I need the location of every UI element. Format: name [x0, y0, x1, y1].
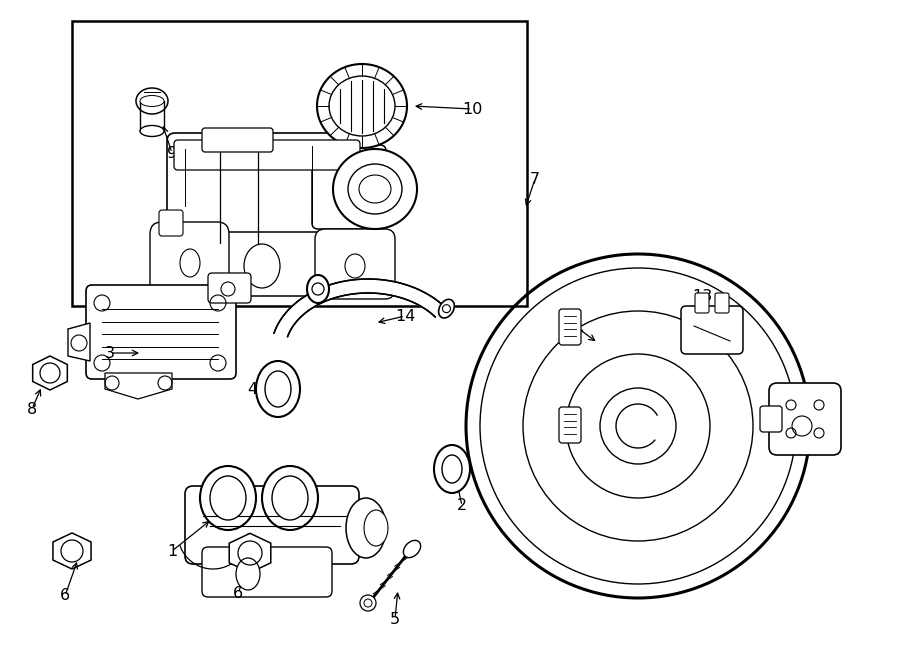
Ellipse shape [346, 498, 386, 558]
FancyBboxPatch shape [202, 128, 273, 152]
FancyBboxPatch shape [185, 486, 359, 564]
Ellipse shape [200, 466, 256, 530]
Ellipse shape [434, 445, 470, 493]
Text: 6: 6 [233, 586, 243, 600]
FancyBboxPatch shape [781, 403, 819, 449]
Ellipse shape [180, 249, 200, 277]
Ellipse shape [262, 466, 318, 530]
Polygon shape [32, 356, 68, 390]
Ellipse shape [140, 126, 164, 137]
FancyBboxPatch shape [760, 406, 782, 432]
FancyBboxPatch shape [559, 407, 581, 443]
Ellipse shape [345, 254, 365, 278]
FancyBboxPatch shape [315, 229, 395, 299]
FancyBboxPatch shape [150, 222, 229, 301]
Text: 12: 12 [805, 401, 825, 416]
FancyBboxPatch shape [715, 293, 729, 313]
Text: 14: 14 [395, 309, 415, 323]
Ellipse shape [265, 371, 291, 407]
Ellipse shape [140, 95, 164, 106]
FancyBboxPatch shape [312, 145, 386, 229]
FancyBboxPatch shape [208, 273, 251, 303]
Circle shape [360, 595, 376, 611]
Polygon shape [53, 533, 91, 569]
Text: 4: 4 [247, 381, 257, 397]
Text: 11: 11 [565, 319, 585, 334]
FancyBboxPatch shape [174, 140, 360, 170]
FancyBboxPatch shape [681, 306, 743, 354]
Ellipse shape [329, 76, 395, 136]
Ellipse shape [256, 361, 300, 417]
Text: 2: 2 [457, 498, 467, 514]
Ellipse shape [333, 149, 417, 229]
Text: 5: 5 [390, 611, 400, 627]
Ellipse shape [438, 299, 454, 318]
FancyBboxPatch shape [86, 285, 236, 379]
Polygon shape [230, 533, 271, 572]
Polygon shape [68, 323, 90, 361]
Ellipse shape [272, 476, 308, 520]
Text: 1: 1 [166, 543, 177, 559]
Text: 7: 7 [530, 171, 540, 186]
FancyBboxPatch shape [695, 293, 709, 313]
Bar [72, 21, 527, 306]
Ellipse shape [244, 244, 280, 288]
FancyBboxPatch shape [769, 383, 841, 455]
Text: 10: 10 [462, 102, 482, 116]
Ellipse shape [136, 88, 168, 114]
FancyBboxPatch shape [559, 309, 581, 345]
Polygon shape [274, 279, 446, 336]
Ellipse shape [442, 455, 462, 483]
Text: 3: 3 [105, 346, 115, 360]
Text: 8: 8 [27, 401, 37, 416]
FancyBboxPatch shape [167, 133, 368, 254]
Ellipse shape [236, 558, 260, 590]
FancyBboxPatch shape [159, 210, 183, 236]
FancyBboxPatch shape [175, 232, 344, 296]
Circle shape [480, 268, 796, 584]
Ellipse shape [403, 541, 420, 558]
Ellipse shape [359, 175, 391, 203]
FancyBboxPatch shape [202, 547, 332, 597]
Text: 9: 9 [166, 145, 177, 161]
Ellipse shape [317, 64, 407, 148]
Polygon shape [105, 373, 172, 399]
Text: 6: 6 [60, 588, 70, 603]
Ellipse shape [210, 476, 246, 520]
Text: 13: 13 [692, 288, 712, 303]
Ellipse shape [364, 510, 388, 546]
Ellipse shape [348, 164, 402, 214]
Ellipse shape [307, 275, 329, 303]
